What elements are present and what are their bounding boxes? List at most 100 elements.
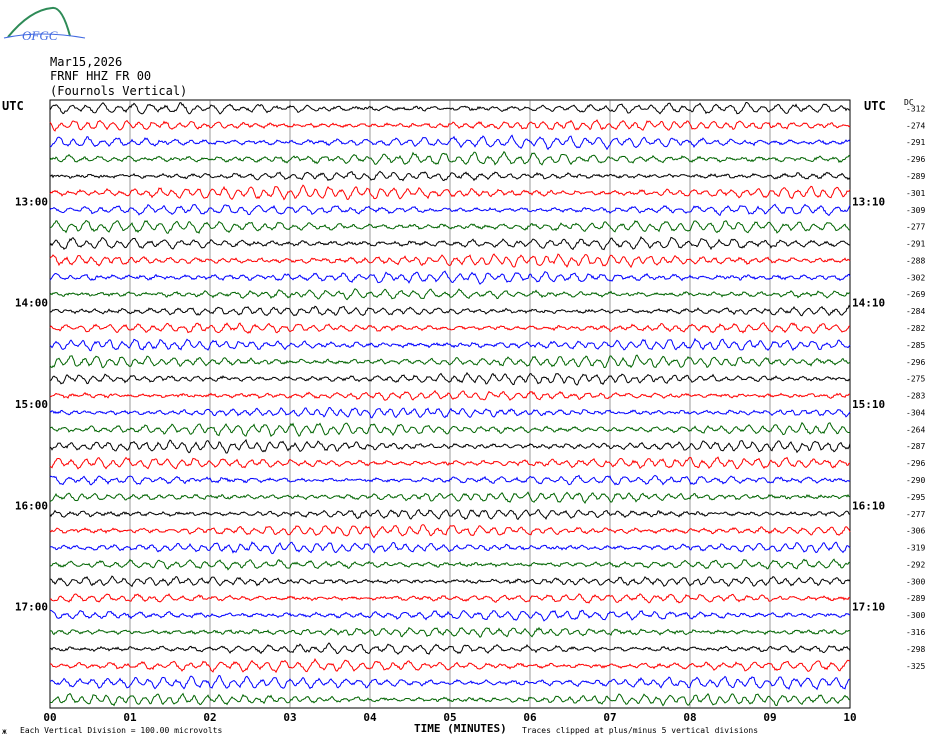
- seismic-trace: [49, 593, 851, 604]
- seismic-trace: [49, 642, 851, 655]
- ofgc-logo: OFGC: [3, 6, 86, 43]
- dc-offset-label: -319: [906, 544, 925, 553]
- seismic-trace: [49, 337, 851, 352]
- seismic-trace: [49, 150, 851, 166]
- right-hour-label: 16:10: [852, 499, 885, 512]
- seismic-trace: [49, 304, 851, 317]
- dc-offset-label: -275: [906, 375, 925, 384]
- dc-offset-label: -309: [906, 206, 925, 215]
- dc-offset-label: -316: [906, 628, 925, 637]
- dc-offset-label: -302: [906, 273, 925, 282]
- x-tick-label: 09: [763, 711, 776, 724]
- utc-right-label: UTC: [864, 99, 886, 113]
- seismic-trace: [49, 322, 851, 334]
- dc-offset-label: -284: [906, 307, 925, 316]
- dc-offset-label: -312: [906, 104, 925, 113]
- x-tick-label: 00: [43, 711, 56, 724]
- seismic-trace: [49, 219, 850, 234]
- seismic-trace: [49, 508, 851, 521]
- right-hour-label: 13:10: [852, 195, 885, 208]
- seismic-trace: [49, 575, 851, 588]
- seismic-trace: [50, 657, 851, 674]
- dc-offset-label: -274: [906, 121, 925, 130]
- dc-offset-label: -283: [906, 392, 925, 401]
- dc-offset-label: -292: [906, 560, 925, 569]
- dc-offset-label: -282: [906, 324, 925, 333]
- dc-offset-label: -296: [906, 155, 925, 164]
- dc-offset-label: -301: [906, 189, 925, 198]
- seismic-trace: [50, 371, 851, 386]
- seismic-trace: [49, 406, 851, 419]
- x-tick-label: 03: [283, 711, 296, 724]
- seismic-trace: [49, 674, 851, 691]
- dc-offset-label: -288: [906, 256, 925, 265]
- seismic-trace: [49, 389, 851, 401]
- seismic-trace: [49, 102, 851, 115]
- seismic-trace: [49, 270, 851, 285]
- dc-offset-label: -296: [906, 459, 925, 468]
- seismic-trace: [49, 456, 851, 470]
- seismic-trace: [49, 170, 851, 182]
- logo-text: OFGC: [22, 28, 58, 43]
- dc-offset-label: -296: [906, 358, 925, 367]
- header-date: Mar15,2026: [50, 55, 123, 69]
- left-hour-label: 14:00: [15, 297, 48, 310]
- dc-offset-label: -277: [906, 510, 925, 519]
- dc-offset-label: -285: [906, 341, 925, 350]
- seismic-trace: [49, 609, 851, 622]
- dc-offset-label: -300: [906, 577, 925, 586]
- seismic-trace: [49, 119, 851, 132]
- seismic-trace: [49, 491, 850, 504]
- left-hour-label: 16:00: [15, 499, 48, 512]
- dc-offset-label: -289: [906, 172, 925, 181]
- seismic-trace: [49, 524, 851, 539]
- dc-offset-label: -291: [906, 138, 925, 147]
- seismic-trace: [49, 134, 851, 151]
- dc-offset-label: -277: [906, 223, 925, 232]
- dc-offset-label: -269: [906, 290, 925, 299]
- seismic-trace: [49, 253, 851, 269]
- seismic-trace: [49, 288, 851, 301]
- footer-clip-note: Traces clipped at plus/minus 5 vertical …: [522, 726, 759, 735]
- seismic-trace: [49, 203, 851, 217]
- dc-offset-label: -300: [906, 611, 925, 620]
- dc-offset-label: -264: [906, 425, 925, 434]
- seismic-trace: [49, 626, 850, 638]
- dc-offset-label: -298: [906, 645, 925, 654]
- x-tick-label: 08: [683, 711, 696, 724]
- dc-offset-label: -304: [906, 408, 925, 417]
- left-hour-label: 15:00: [15, 398, 48, 411]
- header-location: (Fournols Vertical): [50, 84, 188, 98]
- dc-offset-label: -295: [906, 493, 925, 502]
- seismic-trace: [49, 438, 851, 454]
- right-hour-label: 15:10: [852, 398, 885, 411]
- right-hour-label: 14:10: [852, 297, 885, 310]
- seismic-trace: [49, 184, 851, 201]
- header-station: FRNF HHZ FR 00: [50, 69, 152, 83]
- dc-label: DC: [904, 98, 914, 107]
- seismic-trace: [49, 541, 851, 555]
- seismic-trace: [49, 692, 851, 707]
- left-hour-label: 17:00: [15, 601, 48, 614]
- x-tick-label: 05: [443, 711, 456, 724]
- dc-offset-label: -306: [906, 527, 925, 536]
- dc-offset-label: -287: [906, 442, 925, 451]
- dc-offset-label: -291: [906, 240, 925, 249]
- seismic-trace: [49, 235, 851, 251]
- left-hour-label: 13:00: [15, 195, 48, 208]
- seismic-trace: [49, 474, 851, 486]
- x-tick-label: 10: [843, 711, 856, 724]
- dc-offset-label: -289: [906, 594, 925, 603]
- seismic-trace: [50, 558, 851, 571]
- utc-left-label: UTC: [2, 99, 24, 113]
- x-tick-label: 07: [603, 711, 616, 724]
- x-tick-label: 01: [123, 711, 137, 724]
- footer-marker: ж: [2, 727, 7, 736]
- x-axis-title: TIME (MINUTES): [414, 722, 507, 735]
- right-hour-label: 17:10: [852, 601, 885, 614]
- footer-scale: Each Vertical Division = 100.00 microvol…: [20, 726, 223, 735]
- x-tick-label: 04: [363, 711, 377, 724]
- dc-offset-label: -290: [906, 476, 925, 485]
- dc-offset-label: -325: [906, 662, 925, 671]
